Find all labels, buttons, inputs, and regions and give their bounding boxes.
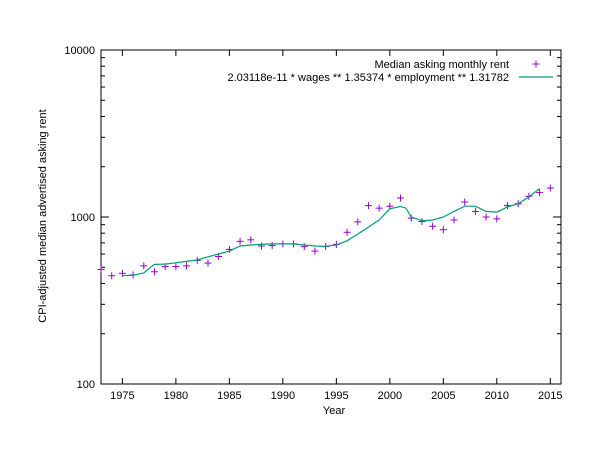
- legend-marker-sample: [532, 60, 540, 68]
- data-point: [311, 247, 319, 255]
- data-point: [439, 226, 447, 234]
- data-point: [97, 265, 105, 273]
- x-tick-label: 1995: [324, 390, 348, 402]
- x-tick-label: 1980: [164, 390, 188, 402]
- x-axis-label: Year: [323, 405, 346, 417]
- data-point: [482, 213, 490, 221]
- plot-frame: [100, 49, 562, 385]
- y-tick-label: 1000: [71, 212, 95, 224]
- data-point: [268, 242, 276, 250]
- y-tick-label: 10000: [64, 45, 95, 57]
- x-tick-label: 2000: [378, 390, 402, 402]
- data-point: [257, 242, 265, 250]
- data-point: [140, 262, 148, 270]
- data-point: [204, 259, 212, 267]
- data-point: [150, 268, 158, 276]
- legend-label: Median asking monthly rent: [374, 59, 509, 71]
- x-tick-label: 2010: [485, 390, 509, 402]
- x-tick-label: 2015: [538, 390, 562, 402]
- data-point: [364, 202, 372, 210]
- data-point: [429, 222, 437, 230]
- data-point: [354, 218, 362, 226]
- data-point: [300, 243, 308, 251]
- data-point: [183, 262, 191, 270]
- data-point: [493, 215, 501, 223]
- data-point: [236, 237, 244, 245]
- x-tick-label: 1985: [217, 390, 241, 402]
- data-point: [461, 198, 469, 206]
- fit-line: [122, 188, 540, 277]
- y-axis-label: CPI-adjusted median advertised asking re…: [37, 109, 49, 322]
- data-point: [397, 194, 405, 202]
- legend-label: 2.03118e-11 * wages ** 1.35374 * employm…: [227, 72, 509, 84]
- y-tick-label: 100: [77, 379, 95, 391]
- data-point: [546, 184, 554, 192]
- data-point: [418, 217, 426, 225]
- x-tick-label: 2005: [431, 390, 455, 402]
- data-point: [375, 204, 383, 212]
- data-point: [118, 269, 126, 277]
- data-point: [108, 272, 116, 280]
- data-point: [247, 236, 255, 244]
- data-point: [343, 228, 351, 236]
- data-point: [471, 207, 479, 215]
- x-tick-label: 1975: [110, 390, 134, 402]
- data-point: [450, 216, 458, 224]
- data-point: [536, 189, 544, 197]
- data-point: [172, 263, 180, 271]
- x-tick-label: 1990: [271, 390, 295, 402]
